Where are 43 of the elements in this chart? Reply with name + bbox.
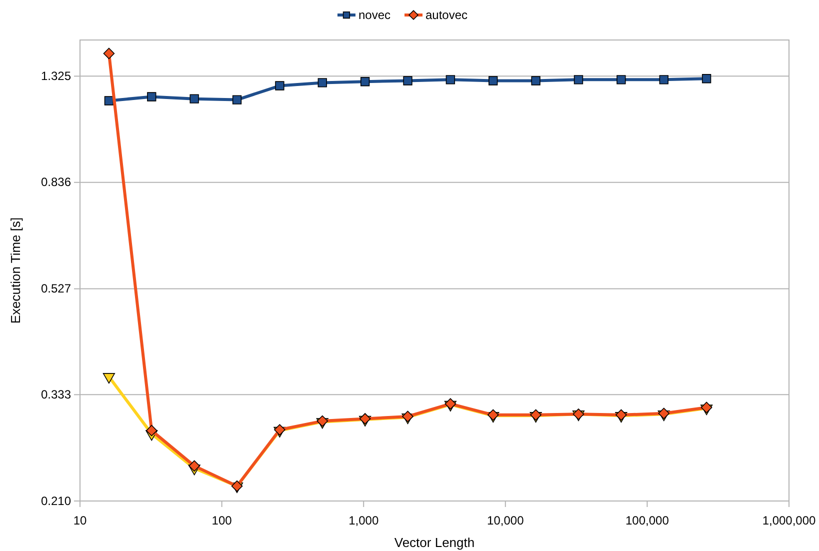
point bbox=[487, 409, 499, 421]
point bbox=[616, 409, 627, 421]
point bbox=[359, 413, 371, 424]
point bbox=[531, 76, 540, 86]
y-tick-label: 0.210 bbox=[40, 494, 72, 508]
x-tick-label: 1,000,000 bbox=[762, 513, 816, 528]
point bbox=[274, 424, 286, 436]
point bbox=[188, 460, 200, 472]
point bbox=[658, 408, 670, 420]
point bbox=[146, 424, 158, 436]
x-axis-title: Vector Length bbox=[394, 535, 475, 550]
point bbox=[616, 75, 626, 84]
y-tick-label: 0.527 bbox=[40, 282, 72, 296]
point bbox=[488, 76, 498, 86]
point bbox=[316, 415, 328, 427]
x-tick-label: 100 bbox=[212, 513, 232, 528]
y-tick-label: 0.333 bbox=[40, 388, 72, 402]
x-tick-label: 1,000 bbox=[348, 513, 379, 528]
point bbox=[444, 398, 456, 410]
point bbox=[446, 75, 456, 84]
x-tick-label: 10,000 bbox=[487, 513, 524, 528]
point bbox=[275, 81, 284, 90]
point bbox=[530, 409, 542, 421]
x-tick-label: 10 bbox=[73, 513, 87, 528]
point bbox=[103, 48, 115, 60]
point bbox=[232, 95, 242, 104]
point bbox=[402, 410, 414, 422]
point bbox=[700, 402, 712, 414]
y-tick-label: 1.325 bbox=[40, 69, 72, 84]
point bbox=[574, 75, 584, 84]
point bbox=[403, 76, 412, 86]
point bbox=[702, 74, 712, 84]
point bbox=[104, 96, 114, 106]
y-tick-label: 0.836 bbox=[40, 175, 72, 190]
point bbox=[659, 75, 668, 84]
point bbox=[318, 78, 327, 88]
legend-label: novec bbox=[358, 8, 390, 22]
y-axis-title: Execution Time [s] bbox=[8, 217, 23, 324]
point bbox=[360, 77, 370, 86]
point bbox=[190, 94, 199, 104]
x-tick-label: 100,000 bbox=[626, 513, 670, 528]
point bbox=[147, 92, 156, 102]
legend-label: autovec bbox=[426, 8, 468, 22]
